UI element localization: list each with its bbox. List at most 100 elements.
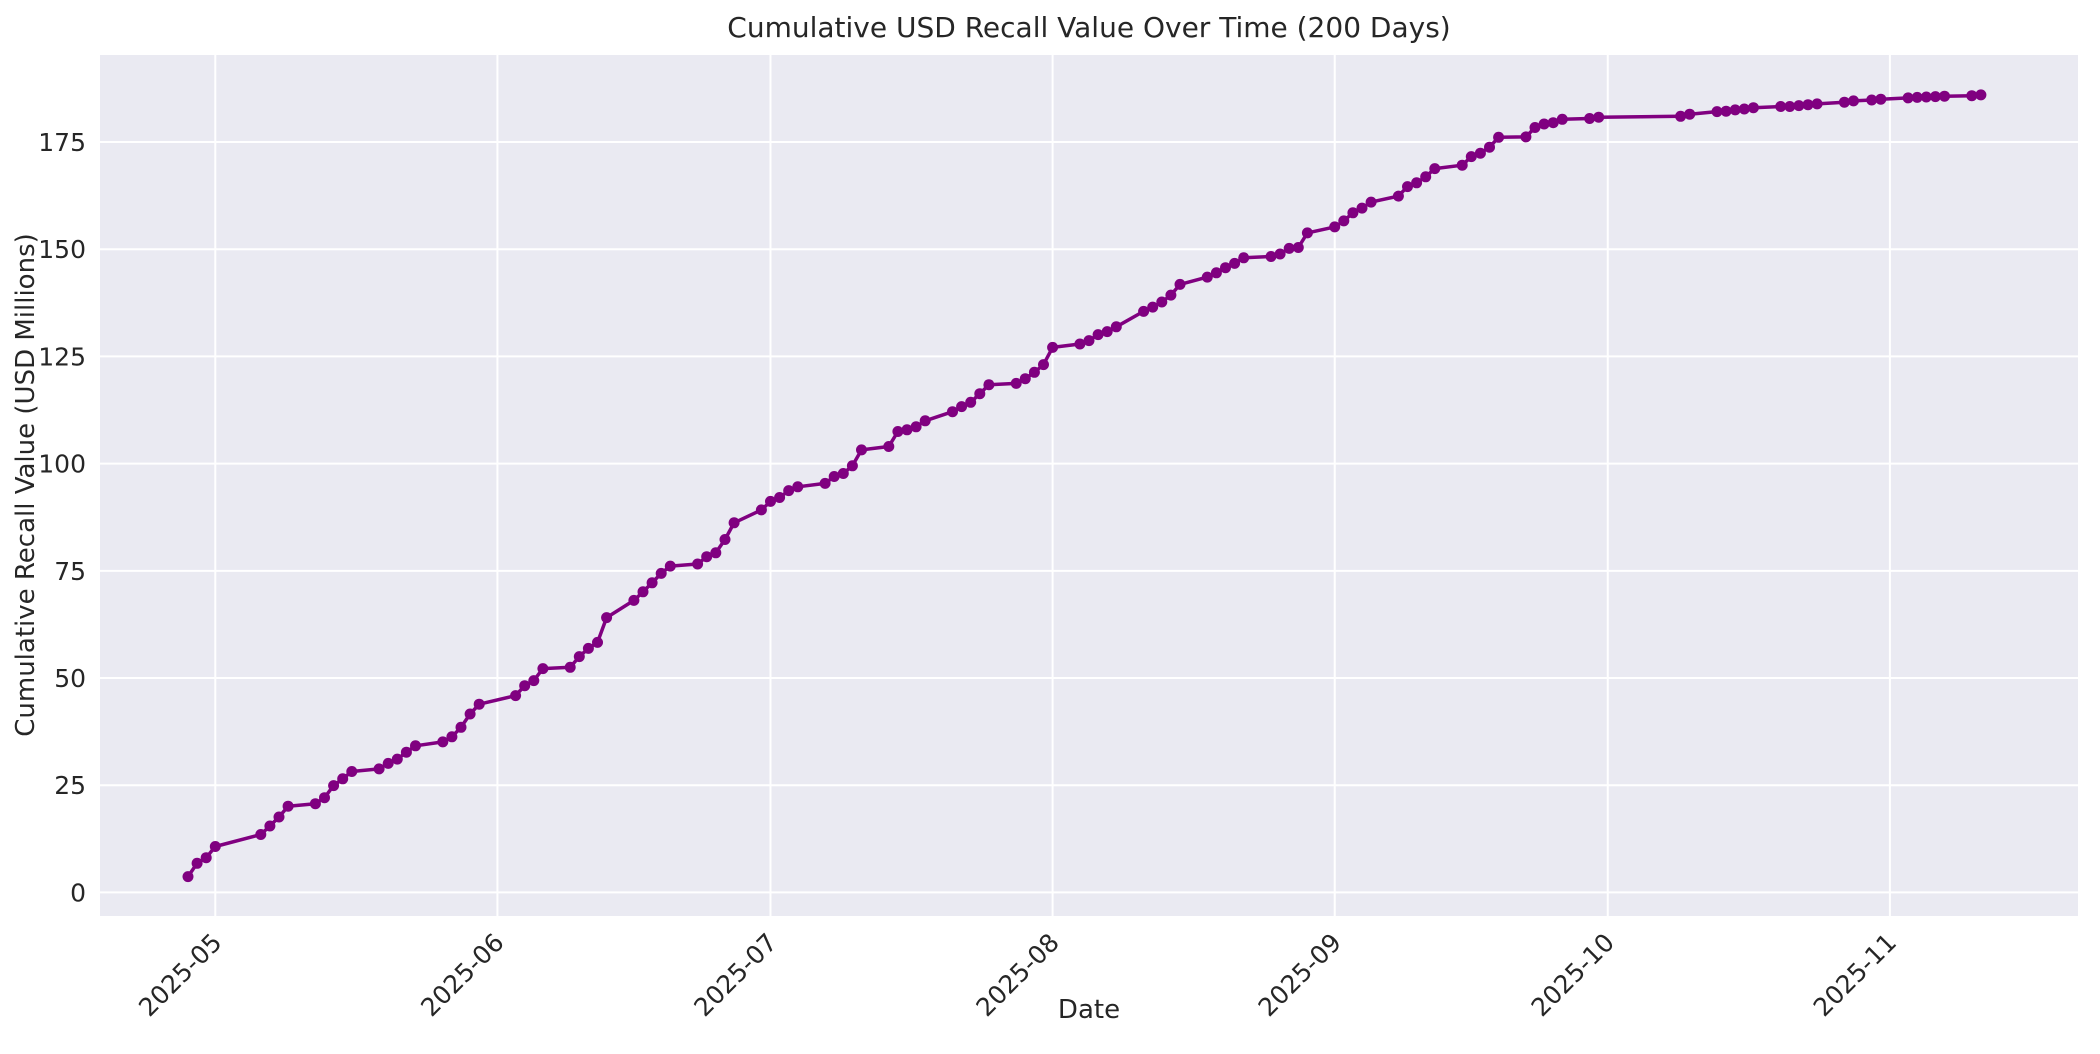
data-point-marker (1274, 248, 1286, 260)
data-point-marker (1174, 278, 1186, 290)
series-line (182, 89, 1987, 883)
x-tick-label: 2025-10 (1526, 928, 1620, 1022)
y-axis-tick-labels: 0 25 50 75 100 125 150 175 (38, 128, 86, 907)
data-point-marker (1265, 251, 1277, 262)
data-point-marker (1229, 257, 1241, 269)
data-point-marker (783, 485, 795, 497)
data-point-marker (510, 690, 522, 702)
data-point-marker (1684, 108, 1696, 120)
data-point-marker (455, 721, 467, 733)
data-point-marker (1411, 177, 1423, 189)
data-point-marker (1238, 252, 1250, 264)
data-point-marker (1747, 102, 1759, 114)
data-point-marker (1529, 122, 1541, 133)
data-point-marker (1156, 296, 1168, 308)
data-point-marker (1338, 215, 1350, 227)
data-point-marker (1584, 113, 1596, 124)
data-point-marker (1738, 103, 1750, 115)
data-point-marker (400, 746, 412, 758)
data-point-marker (582, 642, 594, 654)
data-point-marker (1138, 305, 1150, 317)
data-point-marker (1920, 91, 1932, 103)
x-axis-label: Date (1058, 995, 1120, 1025)
data-point-marker (774, 492, 786, 503)
data-point-marker (1329, 221, 1341, 233)
data-point-marker (1902, 92, 1914, 104)
data-point-marker (1165, 289, 1177, 301)
data-point-marker (701, 551, 713, 563)
data-point-marker (792, 481, 804, 493)
data-point-marker (282, 800, 294, 812)
data-point-marker (528, 675, 540, 687)
data-point-marker (628, 594, 640, 606)
x-tick-label: 2025-09 (1253, 928, 1347, 1022)
data-point-marker (646, 577, 658, 589)
data-point-marker (947, 406, 958, 418)
data-point-marker (692, 558, 704, 570)
data-point-marker (1429, 163, 1441, 175)
data-point-marker (1356, 202, 1368, 214)
data-point-marker (1793, 100, 1805, 112)
data-point-marker (1028, 366, 1040, 378)
data-point-marker (837, 468, 849, 479)
data-point-marker (200, 852, 212, 864)
data-point-marker (209, 841, 221, 852)
data-point-marker (273, 811, 285, 823)
plot-area (100, 55, 2078, 916)
data-point-marker (828, 471, 840, 482)
data-point-marker (1775, 101, 1787, 112)
y-tick-label: 175 (38, 128, 86, 157)
data-point-marker (564, 661, 576, 673)
data-point-marker (1729, 104, 1741, 116)
data-point-marker (255, 829, 267, 840)
data-point-marker (1547, 117, 1559, 129)
y-tick-label: 50 (54, 664, 86, 693)
data-point-marker (901, 424, 913, 436)
data-point-marker (1838, 96, 1850, 108)
data-point-marker (1711, 106, 1723, 118)
data-point-marker (592, 636, 603, 648)
data-point-marker (1047, 341, 1059, 353)
data-point-marker (1010, 377, 1022, 389)
data-point-marker (892, 426, 904, 437)
data-point-marker (974, 388, 986, 400)
data-point-marker (1848, 95, 1859, 107)
data-point-marker (664, 560, 676, 572)
data-point-marker (1210, 267, 1222, 279)
y-tick-label: 150 (38, 235, 86, 264)
data-point-marker (1875, 93, 1887, 105)
data-point-marker (728, 517, 740, 529)
data-point-marker (337, 773, 349, 785)
data-point-marker (983, 379, 995, 391)
data-point-marker (1092, 329, 1104, 341)
data-point-marker (637, 586, 649, 598)
data-point-marker (1675, 110, 1687, 122)
data-point-marker (1074, 338, 1086, 350)
data-point-marker (1147, 301, 1159, 313)
x-axis-tick-labels: 2025-05 2025-06 2025-07 2025-08 2025-09 2025-… (133, 928, 1902, 1022)
data-point-marker (309, 798, 321, 810)
data-point-marker (1292, 242, 1304, 253)
x-tick-label: 2025-06 (415, 928, 509, 1022)
data-point-marker (846, 460, 858, 472)
data-point-marker (1966, 90, 1978, 102)
data-point-marker (1038, 359, 1049, 371)
data-point-marker (1220, 262, 1231, 274)
data-point-marker (1939, 90, 1950, 102)
data-point-marker (391, 753, 403, 765)
data-point-marker (446, 731, 458, 743)
data-point-marker (437, 736, 449, 748)
data-point-marker (1420, 171, 1432, 183)
data-point-marker (765, 495, 776, 507)
data-point-marker (1911, 91, 1923, 103)
x-tick-label: 2025-07 (688, 928, 782, 1022)
data-point-marker (573, 651, 585, 663)
y-tick-label: 75 (54, 557, 86, 586)
data-point-marker (919, 415, 931, 427)
data-point-marker (1083, 335, 1095, 347)
gridlines (100, 55, 2078, 916)
data-point-marker (601, 612, 613, 624)
data-point-marker (1365, 196, 1377, 208)
data-point-marker (346, 766, 358, 777)
